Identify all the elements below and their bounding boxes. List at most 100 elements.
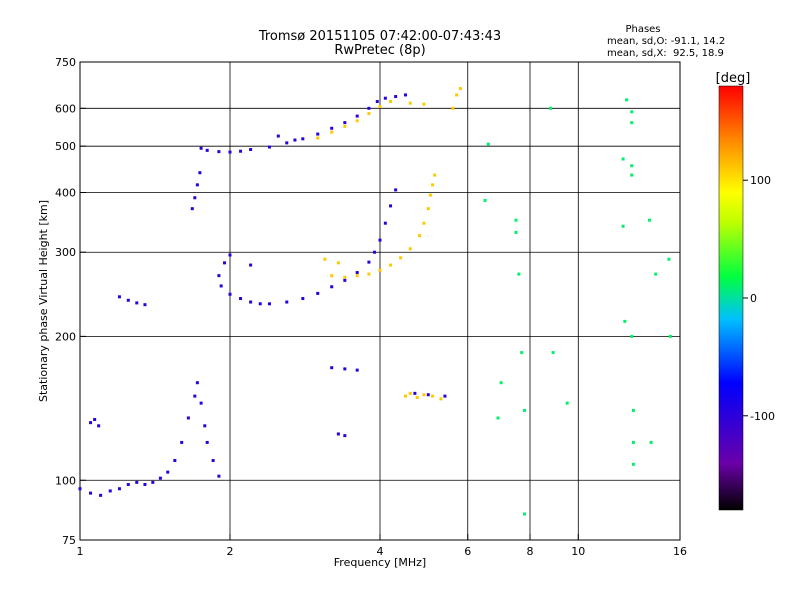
data-point — [413, 391, 417, 395]
data-point — [654, 272, 658, 276]
data-point — [330, 126, 334, 130]
data-point — [367, 106, 371, 110]
stats-title: Phases — [625, 24, 660, 35]
y-tick-label: 750 — [55, 56, 76, 69]
data-point — [217, 474, 221, 478]
data-point — [217, 274, 221, 278]
data-point — [422, 393, 426, 397]
data-point — [458, 87, 462, 91]
data-point — [336, 261, 340, 265]
data-point — [422, 221, 426, 225]
data-point — [143, 482, 147, 486]
data-point — [267, 302, 271, 306]
data-point — [126, 298, 130, 302]
data-point — [78, 487, 82, 491]
data-point — [343, 434, 347, 438]
data-point — [316, 291, 320, 295]
data-point — [426, 393, 430, 397]
trace-f2-o — [199, 93, 407, 154]
data-point — [383, 221, 387, 225]
y-tick-label: 600 — [55, 102, 76, 115]
x-tick-label: 1 — [77, 545, 84, 558]
data-point — [135, 480, 139, 484]
data-point — [199, 146, 203, 150]
data-point — [193, 394, 197, 398]
data-point — [316, 132, 320, 136]
data-point — [630, 173, 634, 177]
data-point — [355, 274, 359, 278]
data-point — [99, 493, 103, 497]
data-point — [394, 188, 398, 192]
data-point — [117, 487, 121, 491]
data-point — [173, 458, 177, 462]
grid-lines — [80, 62, 680, 540]
data-point — [443, 394, 447, 398]
chart-subtitle: RwPretec (8p) — [334, 43, 425, 58]
data-point — [630, 164, 634, 168]
x-tick-label: 2 — [227, 545, 234, 558]
data-point — [343, 124, 347, 128]
data-point — [301, 297, 305, 301]
y-tick-label: 100 — [55, 474, 76, 487]
stats-line-x: mean, sd,X: 92.5, 18.9 — [607, 48, 724, 59]
data-point — [367, 112, 371, 116]
data-point — [89, 421, 93, 425]
data-point — [483, 198, 487, 202]
colorbar-tick-label: -100 — [750, 410, 775, 423]
data-point — [276, 134, 280, 138]
data-point — [198, 171, 202, 175]
data-point — [514, 230, 518, 234]
trace-e-layer-o — [78, 381, 221, 497]
data-point — [394, 95, 398, 99]
data-point — [631, 440, 635, 444]
data-point — [195, 381, 199, 385]
data-point — [205, 148, 209, 152]
data-point — [143, 303, 147, 307]
data-point — [330, 130, 334, 134]
data-point — [336, 432, 340, 436]
data-point — [316, 136, 320, 140]
data-point — [323, 257, 327, 261]
data-point — [523, 408, 527, 412]
data-point — [367, 260, 371, 264]
data-point — [89, 491, 93, 495]
colorbar-tick-label: 0 — [750, 292, 757, 305]
data-point — [417, 234, 421, 238]
data-point — [355, 119, 359, 123]
trace-f1-cusp-o — [190, 171, 202, 211]
data-point — [293, 138, 297, 142]
data-point — [549, 106, 553, 110]
data-point — [625, 98, 629, 102]
data-point — [355, 114, 359, 118]
chart-title: Tromsø 20151105 07:42:00-07:43:43 — [258, 29, 501, 44]
data-point — [330, 274, 334, 278]
data-point — [93, 418, 97, 422]
data-point — [267, 145, 271, 149]
axis-ticks: 1 2 4 6 8 10 16 75 100 200 300 400 500 600 750 — [55, 56, 687, 558]
data-point — [551, 351, 555, 355]
data-point — [223, 261, 227, 265]
data-point — [523, 512, 527, 516]
stats-line-o: mean, sd,O: -91.1, 14.2 — [607, 36, 725, 47]
data-point — [343, 275, 347, 279]
x-axis-label: Frequency [MHz] — [334, 556, 426, 569]
data-point — [433, 173, 437, 177]
colorbar-tick-label: 100 — [750, 174, 771, 187]
colorbar — [718, 85, 744, 511]
x-tick-label: 16 — [673, 545, 687, 558]
y-tick-label: 200 — [55, 330, 76, 343]
data-point — [499, 381, 503, 385]
data-point — [408, 391, 412, 395]
data-point — [408, 247, 412, 251]
data-point — [180, 440, 184, 444]
data-point — [375, 100, 379, 104]
data-point — [378, 238, 382, 242]
data-point — [383, 96, 387, 100]
data-point — [439, 397, 443, 401]
data-point — [203, 424, 207, 428]
data-point — [378, 105, 382, 109]
data-point — [228, 150, 232, 154]
y-axis-label: Stationary phase Virtual Height [km] — [37, 200, 50, 402]
trace-f2-x — [316, 100, 393, 140]
data-point — [186, 416, 190, 420]
